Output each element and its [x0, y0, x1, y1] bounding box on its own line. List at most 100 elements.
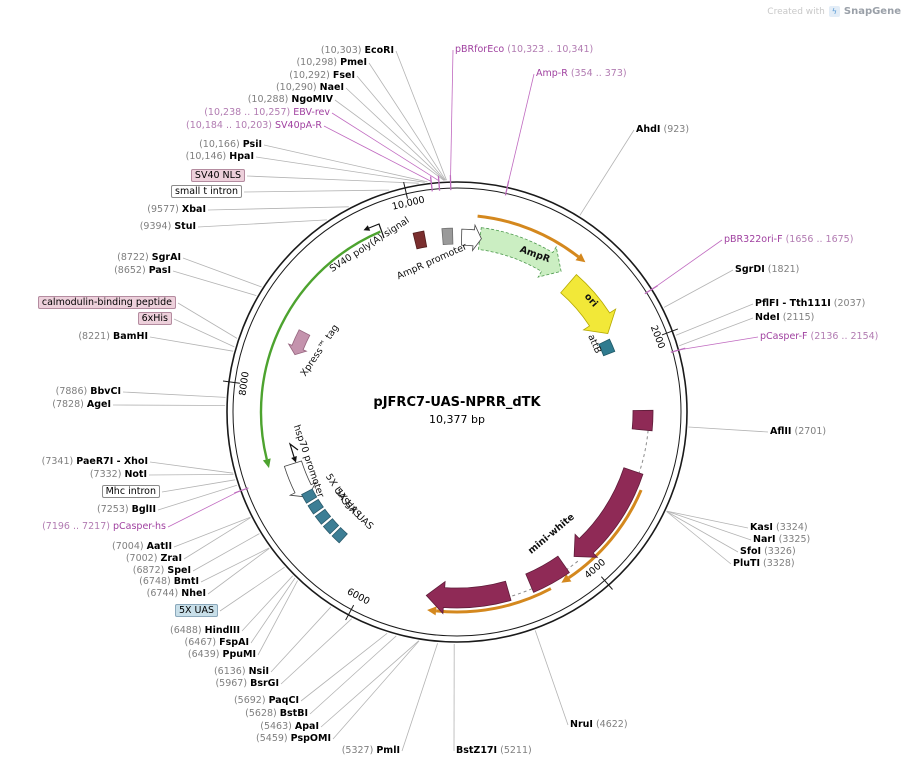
feature-box-label-small-t-intron[interactable]: small t intron: [171, 185, 242, 199]
enzyme-site-label-bbvci[interactable]: (7886) BbvCI: [56, 385, 121, 399]
feature-box-label-calmodulin-binding-peptide[interactable]: calmodulin-binding peptide: [37, 296, 176, 310]
site-name: PaeR7I - XhoI: [76, 456, 148, 467]
primer-label-pcasper-f[interactable]: pCasper-F (2136 .. 2154): [760, 330, 878, 344]
leader-line: [161, 479, 236, 493]
plasmid-title-block: pJFRC7-UAS-NPRR_dTK 10,377 bp: [337, 395, 577, 426]
uas-box[interactable]: [331, 527, 348, 544]
enzyme-site-label-ndei[interactable]: NdeI (2115): [755, 311, 814, 325]
enzyme-site-label-kasi[interactable]: KasI (3324): [750, 521, 808, 535]
leader-line: [663, 269, 734, 308]
uas-box[interactable]: [301, 488, 318, 504]
feature-box-label-sv40-nls[interactable]: SV40 NLS: [190, 169, 245, 183]
primer-label-amp-r[interactable]: Amp-R (354 .. 373): [536, 67, 627, 81]
enzyme-site-label-nari[interactable]: NarI (3325): [753, 533, 810, 547]
enzyme-site-label-ngomiv[interactable]: (10,288) NgoMIV: [248, 93, 333, 107]
uas-box[interactable]: [322, 518, 340, 535]
sv40-polya-box[interactable]: [412, 230, 428, 250]
site-name: PaqCI: [268, 695, 299, 706]
enzyme-site-label-bsrgi[interactable]: (5967) BsrGI: [215, 677, 279, 691]
leader-line: [401, 643, 438, 752]
mini-white-exon[interactable]: [525, 555, 570, 593]
ori-arrow[interactable]: [560, 274, 617, 334]
leader-line: [666, 510, 752, 541]
feature-label-sv40-poly-a-signal[interactable]: SV40 poly(A) signal: [328, 215, 412, 275]
site-name: BstBI: [279, 708, 308, 719]
enzyme-site-label-hindiii[interactable]: (6488) HindIII: [170, 624, 240, 638]
leader-line: [207, 206, 349, 211]
enzyme-site-label-naei[interactable]: (10,290) NaeI: [276, 81, 344, 95]
orange-direction-arc[interactable]: [477, 214, 580, 258]
enzyme-site-label-bstz17i[interactable]: BstZ17I (5211): [456, 744, 532, 758]
mini-white-exon-arrow[interactable]: [573, 467, 644, 558]
enzyme-site-label-sgrdi[interactable]: SgrDI (1821): [735, 263, 799, 277]
enzyme-site-label-spei[interactable]: (6872) SpeI: [133, 564, 191, 578]
enzyme-site-label-pasi[interactable]: (8652) PasI: [114, 264, 171, 278]
primer-label-pbrforeco[interactable]: pBRforEco (10,323 .. 10,341): [455, 43, 593, 57]
site-position: (10,323 .. 10,341): [507, 44, 594, 55]
enzyme-site-label-noti[interactable]: (7332) NotI: [90, 468, 147, 482]
uas-box[interactable]: [307, 498, 324, 515]
enzyme-site-label-paqci[interactable]: (5692) PaqCI: [234, 694, 299, 708]
enzyme-site-label-paer7i-xhoi[interactable]: (7341) PaeR7I - XhoI: [42, 455, 148, 469]
enzyme-site-label-pmei[interactable]: (10,298) PmeI: [296, 56, 367, 70]
primer-label-ebv-rev[interactable]: (10,238 .. 10,257) EBV-rev: [204, 106, 330, 120]
enzyme-site-label-hpai[interactable]: (10,146) HpaI: [186, 150, 254, 164]
feature-box-label-mhc-intron[interactable]: Mhc intron: [101, 485, 160, 499]
enzyme-site-label-bamhi[interactable]: (8221) BamHI: [78, 330, 148, 344]
feature-box-label-6xhis[interactable]: 6xHis: [137, 312, 172, 326]
enzyme-site-label-pluti[interactable]: PluTI (3328): [733, 557, 795, 571]
enzyme-site-label-ecori[interactable]: (10,303) EcoRI: [321, 44, 394, 58]
site-position: (6748): [139, 576, 171, 587]
uas-box[interactable]: [314, 508, 332, 525]
enzyme-site-label-pspomi[interactable]: (5459) PspOMI: [256, 732, 331, 746]
xpress-tag-arrow[interactable]: [287, 329, 311, 356]
feature-label-attb[interactable]: attB: [585, 333, 603, 356]
scale-label: 6000: [345, 586, 372, 607]
enzyme-site-label-nhei[interactable]: (6744) NheI: [147, 587, 206, 601]
enzyme-site-label-bmti[interactable]: (6748) BmtI: [139, 575, 199, 589]
orange-direction-arc[interactable]: [567, 489, 643, 580]
feature-label-ampr-promoter[interactable]: AmpR promoter: [395, 241, 469, 282]
enzyme-site-label-stui[interactable]: (9394) StuI: [140, 220, 196, 234]
intron-dashed-connector: [509, 588, 533, 598]
primer-label-pcasper-hs[interactable]: (7196 .. 7217) pCasper-hs: [42, 520, 166, 534]
misc-feature-box[interactable]: [441, 227, 454, 246]
mini-white-exon[interactable]: [631, 409, 654, 432]
attb-box[interactable]: [598, 338, 616, 357]
enzyme-site-label-fsei[interactable]: (10,292) FseI: [289, 69, 355, 83]
ampr-arrow[interactable]: [477, 227, 562, 278]
site-position: (7002): [125, 553, 158, 564]
enzyme-site-label-aflii[interactable]: AflII (2701): [770, 425, 826, 439]
enzyme-site-label-agei[interactable]: (7828) AgeI: [52, 398, 111, 412]
feature-box-label-5x-uas[interactable]: 5X UAS: [174, 604, 218, 618]
enzyme-site-label-bstbi[interactable]: (5628) BstBI: [245, 707, 308, 721]
enzyme-site-label-xbai[interactable]: (9577) XbaI: [147, 203, 206, 217]
enzyme-site-label-psii[interactable]: (10,166) PsiI: [199, 138, 262, 152]
enzyme-site-label-nsii[interactable]: (6136) NsiI: [214, 665, 269, 679]
ampr-promoter-arrow[interactable]: [460, 223, 482, 252]
enzyme-site-label-bglii[interactable]: (7253) BglII: [97, 503, 156, 517]
enzyme-site-label-sgrai[interactable]: (8722) SgrAI: [117, 251, 181, 265]
leader-line: [182, 257, 262, 288]
enzyme-site-label-ppumi[interactable]: (6439) PpuMI: [188, 648, 256, 662]
enzyme-site-label-nrui[interactable]: NruI (4622): [570, 718, 628, 732]
orange-direction-arc[interactable]: [435, 587, 552, 614]
enzyme-site-label-fspai[interactable]: (6467) FspAI: [185, 636, 249, 650]
primer-label-pbr322ori-f[interactable]: pBR322ori-F (1656 .. 1675): [724, 233, 853, 247]
feature-label-5x-uas[interactable]: 5X UAS: [342, 500, 375, 532]
enzyme-site-label-ahdi[interactable]: AhdI (923): [636, 123, 689, 137]
enzyme-site-label-pflfi-tth111i[interactable]: PflFI - Tth111I (2037): [755, 297, 865, 311]
site-name: pBR322ori-F: [724, 234, 783, 245]
enzyme-site-label-apai[interactable]: (5463) ApaI: [260, 720, 319, 734]
primer-label-sv40pa-r[interactable]: (10,184 .. 10,203) SV40pA-R: [186, 119, 322, 133]
mini-white-arrow[interactable]: [425, 580, 512, 615]
enzyme-site-label-pmli[interactable]: (5327) PmlI: [342, 744, 400, 758]
enzyme-site-label-aatii[interactable]: (7004) AatII: [112, 540, 172, 554]
feature-label-mini-white[interactable]: mini-white: [526, 512, 577, 557]
leader-line: [122, 391, 226, 398]
site-position: (9394): [139, 221, 172, 232]
transcript-arc-green[interactable]: [259, 230, 381, 460]
enzyme-site-label-sfoi[interactable]: SfoI (3326): [740, 545, 796, 559]
leader-line: [332, 640, 420, 740]
enzyme-site-label-zrai[interactable]: (7002) ZraI: [126, 552, 182, 566]
